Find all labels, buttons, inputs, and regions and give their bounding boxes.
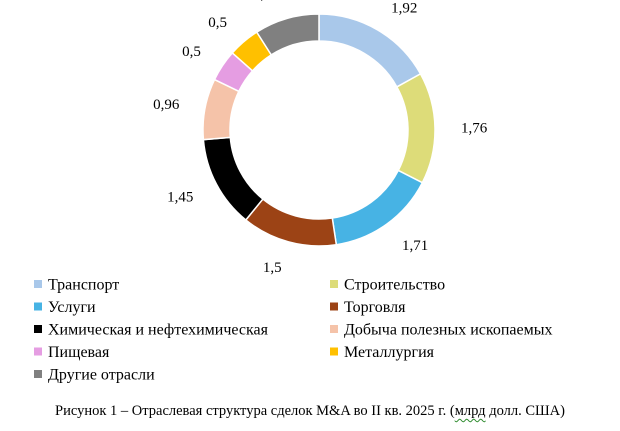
legend-label-2: Услуги: [48, 299, 96, 316]
slice-2: [331, 169, 424, 246]
legend-label-4: Химическая и нефтехимическая: [48, 322, 269, 339]
data-label-1: 1,76: [461, 121, 488, 137]
data-label-6: 0,5: [182, 44, 201, 60]
legend-item-1: Строительство: [330, 277, 445, 294]
data-label-5: 0,96: [153, 97, 180, 113]
data-label-8: 1,02: [253, 0, 279, 3]
legend-swatch-8: [34, 370, 42, 378]
donut-slices: [202, 13, 436, 247]
legend-item-2: Услуги: [34, 299, 96, 316]
data-label-3: 1,5: [263, 260, 282, 276]
legend-swatch-6: [34, 347, 42, 356]
legend-item-8: Другие отрасли: [34, 367, 155, 384]
legend-label-7: Металлургия: [344, 344, 435, 361]
legend-swatch-4: [34, 325, 42, 333]
legend-item-4: Химическая и нефтехимическая: [34, 322, 269, 339]
legend-label-6: Пищевая: [48, 344, 110, 361]
data-label-2: 1,71: [402, 238, 428, 254]
legend-item-3: Торговля: [330, 299, 406, 316]
legend-label-8: Другие отрасли: [48, 367, 155, 384]
legend-label-3: Торговля: [344, 299, 406, 316]
caption-text-end: долл. США): [485, 403, 565, 419]
legend: Транспорт Строительство Услуги Торговля Хими…: [34, 277, 552, 384]
legend-label-0: Транспорт: [48, 277, 119, 294]
legend-swatch-3: [330, 302, 338, 311]
legend-item-6: Пищевая: [34, 344, 110, 361]
caption-spell-marked-word: млрд: [454, 403, 486, 419]
legend-label-1: Строительство: [344, 277, 445, 294]
legend-item-5: Добыча полезных ископаемых: [330, 322, 552, 339]
legend-swatch-1: [330, 280, 338, 288]
legend-label-5: Добыча полезных ископаемых: [344, 322, 552, 339]
slice-1: [395, 72, 436, 184]
slice-3: [244, 197, 338, 247]
legend-swatch-0: [34, 280, 42, 288]
legend-item-7: Металлургия: [330, 344, 435, 361]
slice-4: [202, 136, 264, 222]
slice-8: [255, 13, 320, 56]
data-label-4: 1,45: [167, 189, 193, 205]
data-label-0: 1,92: [391, 1, 417, 17]
data-label-7: 0,5: [208, 15, 227, 31]
legend-swatch-2: [34, 302, 42, 311]
legend-swatch-5: [330, 325, 338, 333]
legend-swatch-7: [330, 347, 338, 356]
legend-item-0: Транспорт: [34, 277, 119, 294]
slice-0: [318, 13, 422, 88]
caption-text-start: Рисунок 1 – Отраслевая структура сделок …: [55, 403, 455, 419]
data-labels: 1,92 1,76 1,71 1,5 1,45 0,96 0,5 0,5 1,02: [153, 0, 488, 276]
figure-caption: Рисунок 1 – Отраслевая структура сделок …: [0, 403, 620, 420]
